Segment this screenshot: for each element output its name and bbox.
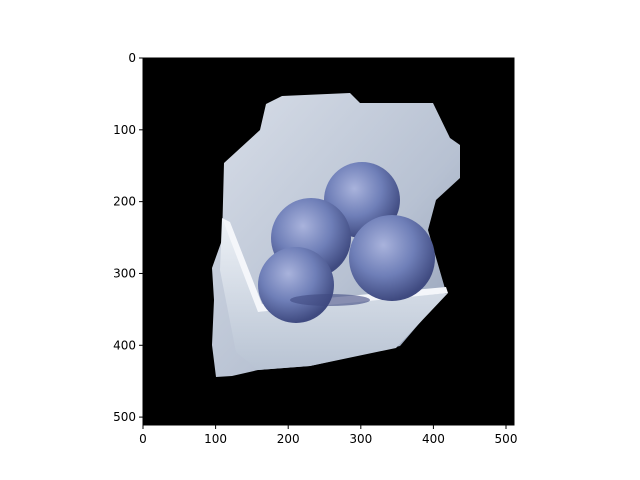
x-tick-label: 200: [277, 432, 300, 446]
treat-shadow: [290, 294, 370, 306]
y-tick-label: 0: [128, 51, 136, 65]
x-tick-label: 100: [204, 432, 227, 446]
photo-image: [143, 58, 514, 425]
y-tick-label: 200: [113, 195, 136, 209]
y-tick-label: 400: [113, 338, 136, 352]
treat-right: [349, 215, 435, 301]
x-tick-label: 0: [139, 432, 147, 446]
y-tick-label: 500: [113, 410, 136, 424]
x-tick-label: 400: [422, 432, 445, 446]
x-tick-label: 500: [495, 432, 518, 446]
y-tick-label: 300: [113, 266, 136, 280]
x-axis: 0 100 200 300 400 500: [139, 425, 517, 446]
treat-front: [258, 247, 334, 323]
y-axis: 0 100 200 300 400 500: [113, 51, 143, 424]
x-tick-label: 300: [349, 432, 372, 446]
y-tick-label: 100: [113, 123, 136, 137]
